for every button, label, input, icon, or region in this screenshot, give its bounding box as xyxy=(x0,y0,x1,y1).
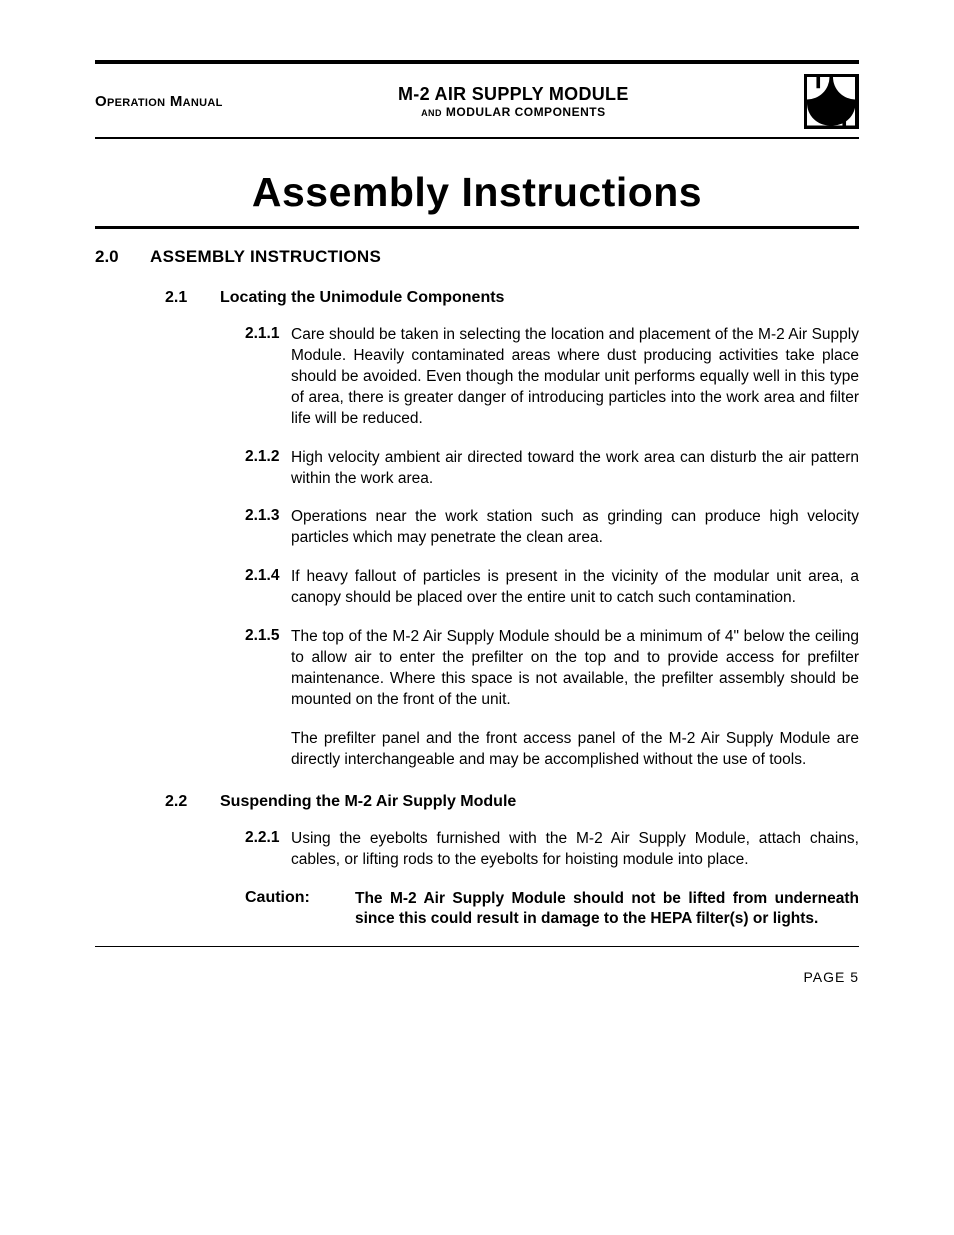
subsection-number: 2.1 xyxy=(165,289,220,307)
item-body: If heavy fallout of particles is present… xyxy=(291,567,859,609)
title-rule xyxy=(95,226,859,229)
item-2-1-1: 2.1.1 Care should be taken in selecting … xyxy=(245,325,859,430)
item-body: High velocity ambient air directed towar… xyxy=(291,448,859,490)
header-title-line1: M-2 AIR SUPPLY MODULE xyxy=(223,84,804,105)
item-number: 2.1.2 xyxy=(245,448,291,490)
page-header: Operation Manual M-2 AIR SUPPLY MODULE A… xyxy=(95,74,859,133)
item-body: Operations near the work station such as… xyxy=(291,507,859,549)
subsection-label: Locating the Unimodule Components xyxy=(220,289,504,307)
header-and: AND xyxy=(421,108,442,118)
item-2-1-5: 2.1.5 The top of the M-2 Air Supply Modu… xyxy=(245,627,859,711)
header-title-line2: AND MODULAR COMPONENTS xyxy=(223,105,804,119)
section-number: 2.0 xyxy=(95,247,150,267)
item-2-1-5-continuation: The prefilter panel and the front access… xyxy=(291,729,859,771)
logo-icon xyxy=(804,74,859,129)
items-2-2: 2.2.1 Using the eyebolts furnished with … xyxy=(245,829,859,931)
item-number: 2.2.1 xyxy=(245,829,291,871)
subsection-number: 2.2 xyxy=(165,793,220,811)
item-body: Using the eyebolts furnished with the M-… xyxy=(291,829,859,871)
caution-block: Caution: The M-2 Air Supply Module shoul… xyxy=(245,889,859,931)
document-page: Operation Manual M-2 AIR SUPPLY MODULE A… xyxy=(0,0,954,1025)
caution-text: The M-2 Air Supply Module should not be … xyxy=(355,889,859,931)
item-number: 2.1.1 xyxy=(245,325,291,430)
subsection-label: Suspending the M-2 Air Supply Module xyxy=(220,793,516,811)
page-title: Assembly Instructions xyxy=(95,169,859,216)
item-number: 2.1.3 xyxy=(245,507,291,549)
item-2-1-2: 2.1.2 High velocity ambient air directed… xyxy=(245,448,859,490)
item-number: 2.1.5 xyxy=(245,627,291,711)
item-2-1-3: 2.1.3 Operations near the work station s… xyxy=(245,507,859,549)
subsection-2-1: 2.1 Locating the Unimodule Components xyxy=(165,289,859,307)
header-left-text: Operation Manual xyxy=(95,93,223,110)
header-center: M-2 AIR SUPPLY MODULE AND MODULAR COMPON… xyxy=(223,84,804,119)
caution-label: Caution: xyxy=(245,889,355,931)
item-body: Care should be taken in selecting the lo… xyxy=(291,325,859,430)
bottom-rule xyxy=(95,946,859,947)
top-rule xyxy=(95,60,859,64)
section-2-0: 2.0 ASSEMBLY INSTRUCTIONS xyxy=(95,247,859,267)
section-label: ASSEMBLY INSTRUCTIONS xyxy=(150,247,381,267)
page-number: PAGE 5 xyxy=(95,969,859,985)
item-body: The top of the M-2 Air Supply Module sho… xyxy=(291,627,859,711)
subsection-2-2: 2.2 Suspending the M-2 Air Supply Module xyxy=(165,793,859,811)
header-bottom-rule xyxy=(95,137,859,139)
items-2-1: 2.1.1 Care should be taken in selecting … xyxy=(245,325,859,771)
item-2-1-4: 2.1.4 If heavy fallout of particles is p… xyxy=(245,567,859,609)
item-2-2-1: 2.2.1 Using the eyebolts furnished with … xyxy=(245,829,859,871)
item-number: 2.1.4 xyxy=(245,567,291,609)
header-line2-text: MODULAR COMPONENTS xyxy=(446,105,606,119)
